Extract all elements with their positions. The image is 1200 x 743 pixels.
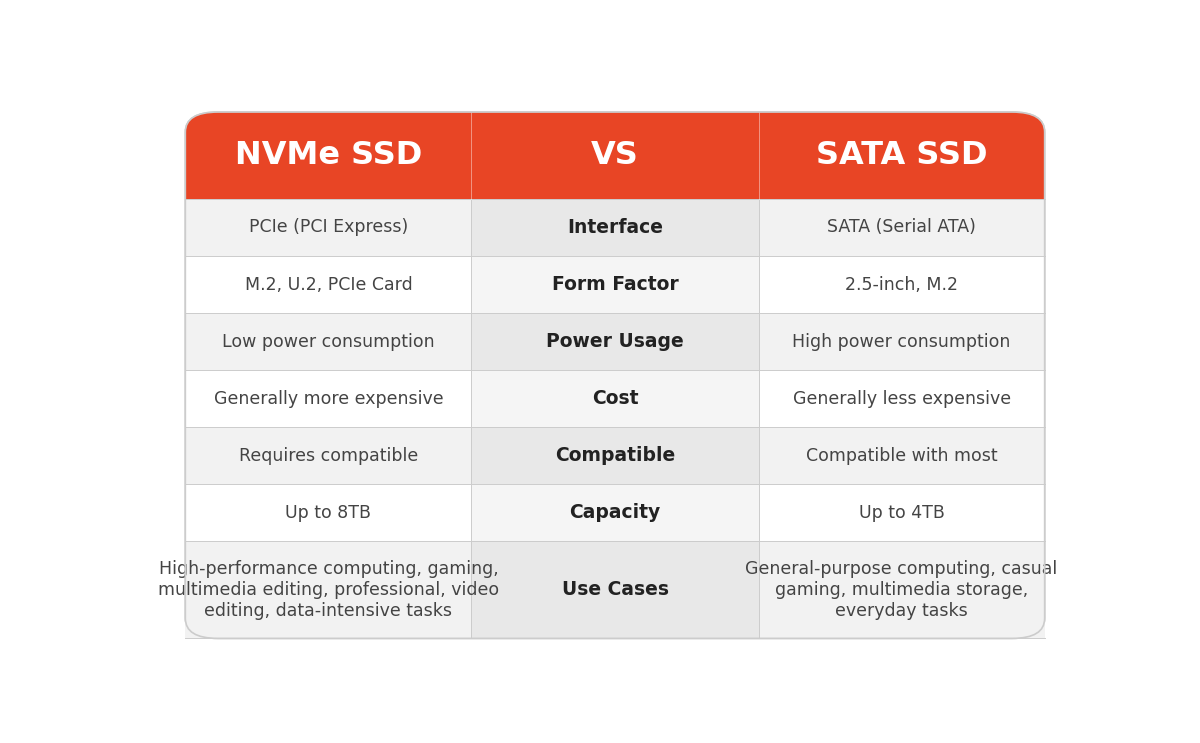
Text: Cost: Cost: [592, 389, 638, 408]
Bar: [758, 199, 1045, 256]
Bar: [472, 370, 758, 427]
Text: General-purpose computing, casual
gaming, multimedia storage,
everyday tasks: General-purpose computing, casual gaming…: [745, 560, 1057, 620]
Text: Up to 4TB: Up to 4TB: [859, 504, 944, 522]
Text: PCIe (PCI Express): PCIe (PCI Express): [248, 218, 408, 236]
Bar: [185, 370, 472, 427]
Text: Compatible: Compatible: [554, 447, 676, 465]
Bar: [472, 199, 758, 256]
Bar: [185, 313, 472, 370]
Text: Low power consumption: Low power consumption: [222, 333, 434, 351]
Text: High power consumption: High power consumption: [792, 333, 1010, 351]
Bar: [185, 256, 472, 313]
Bar: [758, 484, 1045, 542]
Bar: [472, 313, 758, 370]
Bar: [185, 151, 1045, 199]
Bar: [472, 256, 758, 313]
Text: Generally less expensive: Generally less expensive: [792, 389, 1010, 408]
Text: Use Cases: Use Cases: [562, 580, 668, 600]
Text: SATA (Serial ATA): SATA (Serial ATA): [827, 218, 976, 236]
Text: M.2, U.2, PCIe Card: M.2, U.2, PCIe Card: [245, 276, 413, 293]
Text: SATA SSD: SATA SSD: [816, 140, 988, 171]
Text: VS: VS: [592, 140, 638, 171]
Text: Form Factor: Form Factor: [552, 275, 678, 294]
FancyBboxPatch shape: [185, 112, 1045, 638]
Bar: [185, 542, 472, 638]
Bar: [758, 313, 1045, 370]
Bar: [472, 484, 758, 542]
Bar: [758, 427, 1045, 484]
Bar: [185, 484, 472, 542]
Text: Requires compatible: Requires compatible: [239, 447, 418, 464]
Text: Compatible with most: Compatible with most: [805, 447, 997, 464]
Text: Generally more expensive: Generally more expensive: [214, 389, 443, 408]
FancyBboxPatch shape: [185, 112, 1045, 199]
Bar: [185, 427, 472, 484]
Bar: [758, 542, 1045, 638]
Text: Up to 8TB: Up to 8TB: [286, 504, 372, 522]
Bar: [758, 256, 1045, 313]
Text: NVMe SSD: NVMe SSD: [235, 140, 422, 171]
Bar: [758, 370, 1045, 427]
Text: Power Usage: Power Usage: [546, 332, 684, 351]
Text: 2.5-inch, M.2: 2.5-inch, M.2: [845, 276, 958, 293]
Text: Capacity: Capacity: [569, 503, 661, 522]
Bar: [472, 542, 758, 638]
Bar: [472, 427, 758, 484]
Text: High-performance computing, gaming,
multimedia editing, professional, video
edit: High-performance computing, gaming, mult…: [158, 560, 499, 620]
Text: Interface: Interface: [568, 218, 662, 237]
Bar: [185, 199, 472, 256]
